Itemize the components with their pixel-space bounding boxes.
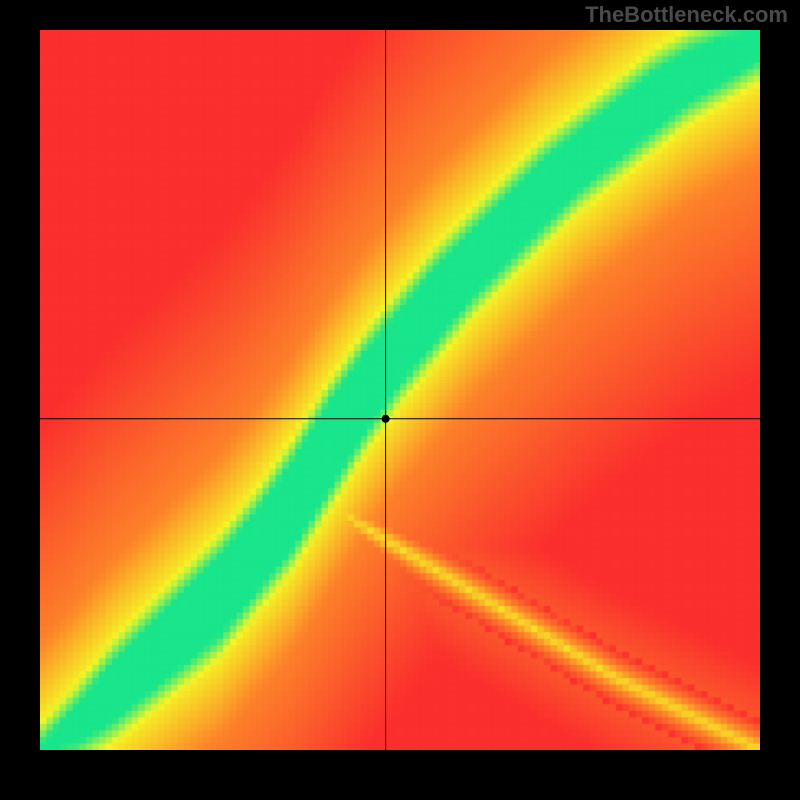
bottleneck-heatmap	[40, 30, 760, 750]
watermark-text: TheBottleneck.com	[585, 2, 788, 28]
